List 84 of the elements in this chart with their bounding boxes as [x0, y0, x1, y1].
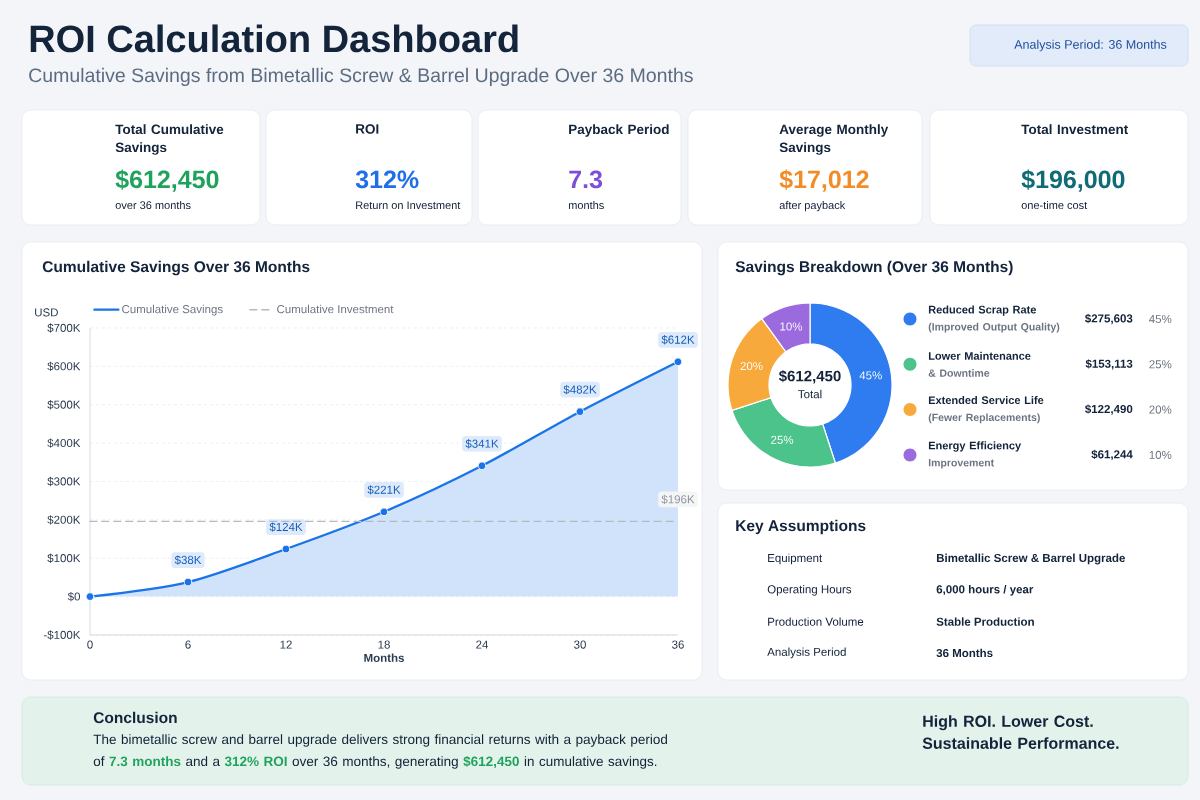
- text: 6,000 hours / year: [936, 584, 1034, 596]
- x-tick-label: 30: [574, 640, 586, 649]
- text: Conclusion: [93, 711, 177, 724]
- text: Cumulative Savings from Bimetallic Screw & Barrel Upgrade Over 36 Months: [29, 67, 693, 87]
- text: Key Assumptions: [736, 519, 866, 535]
- legend-label: Cumulative Savings: [122, 304, 223, 316]
- data-label: $124K: [269, 522, 303, 532]
- legend-label: Reduced Scrap Rate (Improved Output Quality): [928, 305, 1060, 333]
- data-label: $275,603: [1085, 313, 1133, 325]
- point: [85, 592, 95, 601]
- text: 25%: [771, 435, 794, 444]
- data-label: $482K: [563, 385, 597, 395]
- x-axis-title: Months: [364, 653, 404, 662]
- y-tick-label: $300K: [47, 476, 81, 487]
- text: Production Volume: [768, 617, 864, 626]
- text: Bimetallic Screw & Barrel Upgrade: [936, 553, 1125, 565]
- text: Savings Breakdown (Over 36 Months): [735, 260, 1013, 276]
- text: after payback: [779, 201, 846, 212]
- text: Total Investment: [1021, 124, 1129, 135]
- text: Total Cumulative Savings: [115, 124, 224, 155]
- y-tick-label: $500K: [47, 400, 81, 410]
- point: [477, 461, 487, 470]
- text: 25%: [1149, 360, 1172, 369]
- legend-label: Extended Service Life (Fewer Replacements): [928, 396, 1044, 424]
- x-tick-label: 18: [378, 640, 390, 649]
- point: [673, 357, 683, 366]
- text: Analysis Period: [767, 647, 846, 659]
- x-tick-label: 12: [280, 640, 292, 649]
- y-tick-label: $700K: [47, 323, 81, 333]
- legend-label: Cumulative Investment: [277, 304, 394, 314]
- y-tick-label: $600K: [47, 361, 81, 372]
- text: 10%: [780, 322, 803, 331]
- text: 36 Months: [936, 648, 993, 658]
- data-label: $612K: [661, 335, 695, 345]
- y-tick-label: -$100K: [43, 630, 81, 640]
- text: over 36 months: [115, 201, 191, 210]
- y-tick-label: $0: [67, 591, 81, 602]
- x-tick-label: 6: [185, 640, 191, 649]
- text: Analysis Period: 36 Months: [1014, 39, 1167, 52]
- text: $196,000: [1021, 169, 1125, 192]
- x-tick-label: 0: [87, 640, 93, 649]
- text: ROI Calculation Dashboard: [30, 24, 518, 53]
- point: [575, 407, 585, 416]
- data-label: $153,113: [1085, 359, 1133, 370]
- text: one-time cost: [1021, 201, 1088, 210]
- chart-title: Cumulative Savings Over 36 Months: [42, 260, 310, 276]
- point: [183, 577, 193, 587]
- y-tick-label: $400K: [47, 438, 81, 448]
- y-tick-label: $100K: [47, 553, 81, 563]
- text: Return on Investment: [356, 201, 461, 210]
- text: Total: [798, 389, 822, 399]
- text: Payback Period: [569, 124, 669, 137]
- text: months: [568, 201, 604, 210]
- data-label: $122,490: [1085, 404, 1133, 415]
- text: 20%: [1149, 405, 1172, 414]
- data-label: $221K: [367, 485, 401, 495]
- text: 7.3: [569, 170, 603, 189]
- text: Equipment: [768, 553, 823, 565]
- data-label: $196K: [661, 494, 695, 505]
- text: ROI: [356, 124, 379, 134]
- data-label: $38K: [174, 555, 202, 565]
- text: Stable Production: [936, 617, 1034, 626]
- point: [379, 507, 389, 517]
- text: 45%: [1149, 314, 1172, 324]
- text: Average Monthly Savings: [779, 124, 889, 155]
- x-tick-label: 36: [672, 640, 684, 649]
- text: $612,450: [115, 169, 219, 192]
- data-label: $61,244: [1091, 449, 1133, 461]
- text: The bimetallic screw and barrel upgrade delivers strong financial returns with a payback period of 7.3 months and a 312% ROI over 36 months, generating $612,450 in cumulative savings.: [93, 734, 667, 769]
- y-axis-title: USD: [35, 308, 58, 317]
- point: [281, 544, 291, 554]
- text: High ROI. Lower Cost. Sustainable Performance.: [922, 715, 1119, 749]
- text: Operating Hours: [767, 584, 852, 596]
- text: 312%: [355, 170, 419, 189]
- text: $612,450: [778, 370, 841, 384]
- data-label: $341K: [465, 439, 499, 449]
- text: 10%: [1149, 450, 1172, 459]
- legend-label: Energy Efficiency Improvement: [928, 441, 1022, 469]
- legend-label: Lower Maintenance & Downtime: [928, 351, 1031, 377]
- text: $17,012: [779, 169, 869, 192]
- text: 20%: [740, 361, 763, 371]
- x-tick-label: 24: [476, 640, 489, 649]
- text: 45%: [859, 371, 882, 380]
- y-tick-label: $200K: [47, 515, 81, 525]
